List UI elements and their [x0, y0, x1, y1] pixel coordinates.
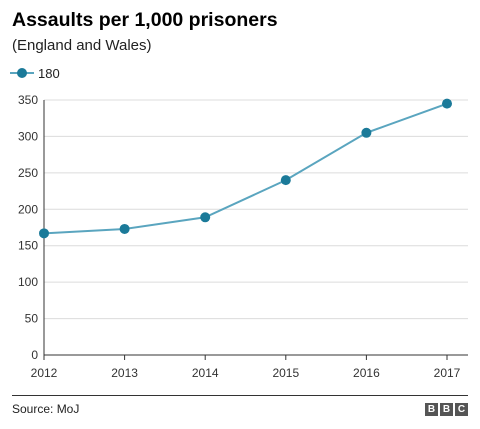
y-tick-label: 250: [18, 166, 38, 180]
chart-title: Assaults per 1,000 prisoners: [12, 9, 278, 31]
y-tick-label: 200: [18, 202, 38, 216]
x-tick-label: 2012: [31, 366, 58, 380]
bbc-logo-block: B: [425, 403, 438, 416]
y-tick-label: 350: [18, 93, 38, 107]
data-point: [442, 98, 452, 109]
source-note: Source: MoJ: [12, 402, 80, 416]
data-point: [39, 228, 49, 239]
legend-label: 180: [38, 65, 60, 81]
x-tick-label: 2016: [353, 366, 380, 380]
bbc-logo-block: C: [455, 403, 468, 416]
data-point: [361, 127, 372, 138]
y-tick-label: 150: [18, 239, 38, 253]
footer-rule: [12, 395, 468, 396]
y-tick-label: 300: [18, 129, 38, 143]
chart-subtitle: (England and Wales): [12, 37, 152, 54]
bbc-logo-block: B: [440, 403, 453, 416]
x-tick-label: 2014: [192, 366, 219, 380]
x-tick-label: 2017: [434, 366, 461, 380]
y-tick-label: 100: [18, 275, 38, 289]
data-point: [200, 212, 211, 223]
x-tick-label: 2013: [111, 366, 138, 380]
legend: 180: [10, 64, 60, 82]
x-tick-label: 2015: [272, 366, 299, 380]
legend-swatch: [10, 64, 34, 82]
y-tick-label: 50: [25, 312, 39, 326]
y-tick-label: 0: [31, 348, 38, 362]
series-line: [43, 102, 448, 235]
bbc-logo: B B C: [425, 403, 468, 416]
data-point: [280, 175, 291, 186]
data-point: [119, 223, 130, 234]
